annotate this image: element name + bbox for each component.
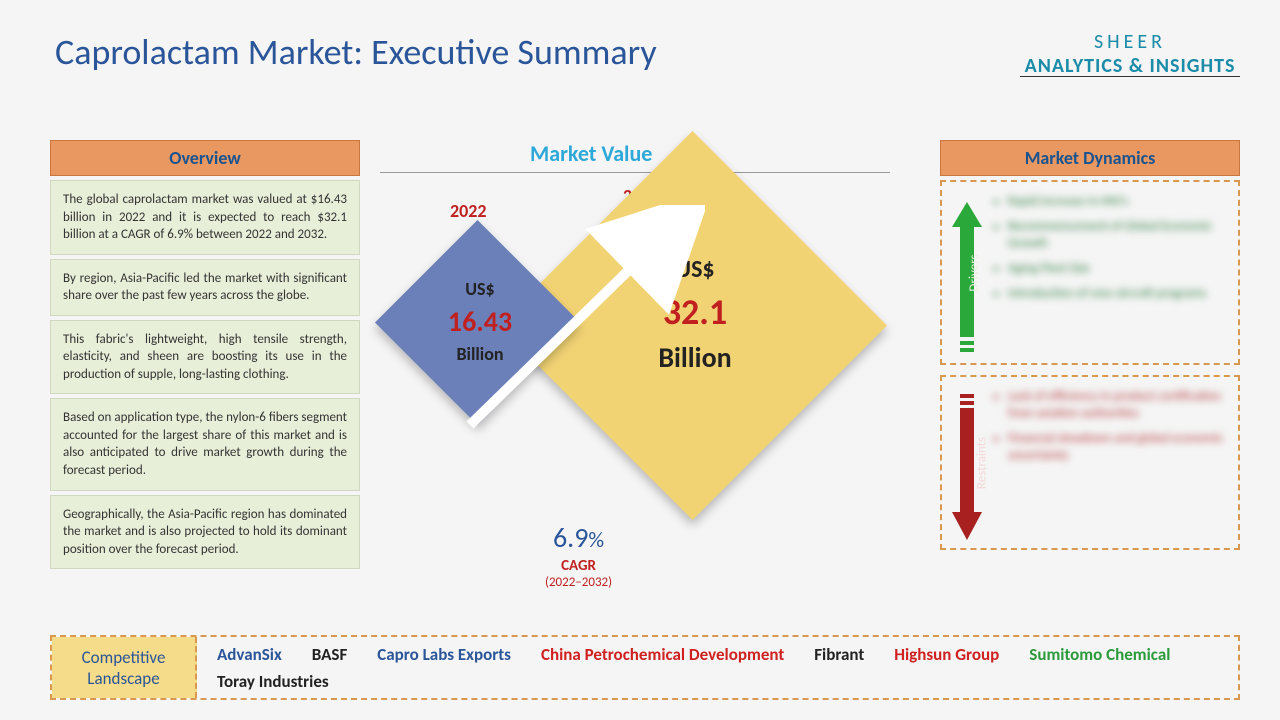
company-name: Sumitomo Chemical — [1029, 644, 1170, 665]
cagr-value: 6.9 — [553, 520, 588, 555]
overview-header: Overview — [50, 140, 360, 176]
cagr-percent: % — [588, 526, 604, 553]
comp-label-1: Competitive — [82, 647, 166, 668]
cagr-display: 6.9% CAGR (2022–2032) — [545, 520, 612, 590]
market-value-underline — [380, 172, 890, 173]
company-name: Toray Industries — [217, 671, 329, 692]
company-logo: SHEER ANALYTICS & INSIGHTS — [1020, 30, 1240, 77]
company-list: AdvanSix BASF Capro Labs Exports China Petr… — [197, 640, 1238, 696]
overview-item: This fabric's lightweight, high tensile … — [50, 320, 360, 395]
competitive-label: Competitive Landscape — [52, 637, 197, 698]
company-name: Fibrant — [814, 644, 864, 665]
logo-text-2: ANALYTICS & INSIGHTS — [1020, 54, 1240, 78]
overview-item: The global caprolactam market was valued… — [50, 180, 360, 255]
market-value-title: Market Value — [530, 140, 652, 167]
company-name: Highsun Group — [894, 644, 999, 665]
drivers-list: Rapid increase in HNI's Recommencement o… — [990, 194, 1228, 302]
restraints-box: Restraints Lack of efficiency in product… — [940, 375, 1240, 550]
company-name: China Petrochemical Development — [541, 644, 784, 665]
growth-arrow-icon — [445, 205, 705, 455]
logo-text-1: SHEER — [1020, 30, 1240, 54]
logo-underline — [1020, 76, 1240, 77]
restraints-label: Restraints — [975, 436, 990, 488]
driver-item: Aging Fleet Size — [1008, 261, 1228, 278]
driver-item: Recommencement of Global Economic Growth — [1008, 219, 1228, 253]
cagr-period: (2022–2032) — [545, 575, 612, 590]
company-name: BASF — [312, 644, 348, 665]
overview-item: Geographically, the Asia-Pacific region … — [50, 495, 360, 570]
dynamics-header: Market Dynamics — [940, 140, 1240, 176]
drivers-label: Drivers — [967, 254, 982, 291]
company-name: AdvanSix — [217, 644, 282, 665]
dynamics-panel: Market Dynamics Drivers Rapid increase i… — [940, 140, 1240, 550]
comp-label-2: Landscape — [87, 668, 159, 689]
overview-panel: Overview The global caprolactam market w… — [50, 140, 360, 573]
overview-item: By region, Asia-Pacific led the market w… — [50, 259, 360, 316]
company-name: Capro Labs Exports — [377, 644, 511, 665]
cagr-label: CAGR — [545, 557, 612, 575]
driver-item: Rapid increase in HNI's — [1008, 194, 1228, 211]
driver-item: Introduction of new aircraft programs — [1008, 286, 1228, 303]
restraints-list: Lack of efficiency in product certificat… — [990, 389, 1228, 465]
restraint-item: Financial slowdown and global economic u… — [1008, 431, 1228, 465]
restraint-item: Lack of efficiency in product certificat… — [1008, 389, 1228, 423]
competitive-landscape: Competitive Landscape AdvanSix BASF Capro … — [50, 635, 1240, 700]
page-title: Caprolactam Market: Executive Summary — [55, 30, 657, 74]
drivers-box: Drivers Rapid increase in HNI's Recommen… — [940, 180, 1240, 365]
overview-item: Based on application type, the nylon-6 f… — [50, 398, 360, 490]
